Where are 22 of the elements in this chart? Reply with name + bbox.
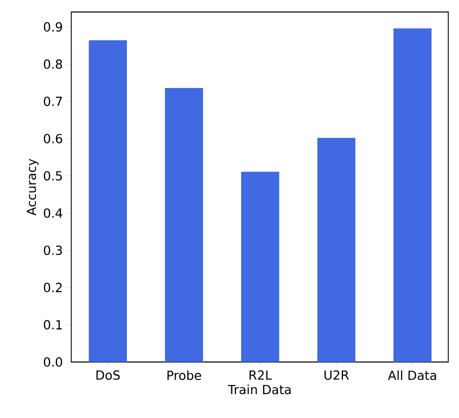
bar [241, 172, 280, 362]
y-tick-label: 0.9 [44, 22, 62, 32]
x-tick-label: Probe [168, 370, 202, 380]
y-axis-title: Accuracy [26, 158, 39, 216]
y-tick-label: 0.4 [44, 208, 62, 218]
y-tick-label: 0.2 [44, 282, 62, 292]
y-tick-label: 0.7 [44, 96, 62, 106]
bar [317, 138, 356, 362]
bar [393, 28, 432, 362]
y-tick-label: 0.6 [44, 134, 62, 144]
x-tick-label: DoS [96, 370, 120, 380]
y-tick-label: 0.8 [44, 59, 62, 69]
x-tick-label: U2R [324, 370, 349, 380]
y-tick-label: 0.1 [44, 320, 62, 330]
bar [164, 88, 204, 362]
x-axis-title: Train Data [228, 384, 291, 394]
x-tick-label: R2L [250, 370, 272, 380]
bar [88, 40, 127, 362]
y-tick-label: 0.3 [44, 246, 62, 256]
x-tick-label: All Data [388, 370, 436, 380]
y-tick-label: 0.0 [44, 357, 62, 367]
y-tick-label: 0.5 [44, 171, 62, 181]
